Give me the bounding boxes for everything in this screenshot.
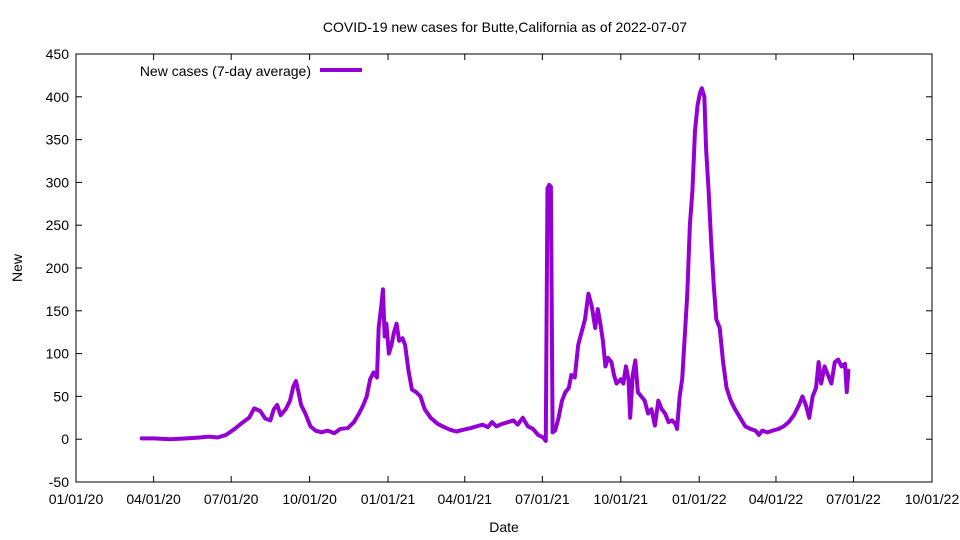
y-axis-title: New [9,253,25,282]
x-tick-label: 01/01/22 [672,491,727,507]
x-tick-label: 10/01/20 [282,491,337,507]
x-tick-label: 07/01/22 [826,491,881,507]
x-tick-label: 01/01/21 [361,491,416,507]
y-tick-label: 400 [46,89,70,105]
series-line [139,86,851,443]
x-tick-label: 10/01/21 [594,491,649,507]
y-tick-label: 0 [61,431,69,447]
y-tick-label: 250 [46,217,70,233]
legend: New cases (7-day average) [140,63,362,79]
x-tick-label: 01/01/20 [49,491,104,507]
y-tick-label: -50 [49,474,69,490]
y-tick-label: 300 [46,174,70,190]
x-tick-label: 04/01/20 [126,491,181,507]
x-axis-title: Date [489,519,519,535]
y-tick-label: 350 [46,132,70,148]
y-axis: -50 0 50 100 150 200 250 300 350 400 450 [46,46,932,490]
x-tick-label: 10/01/22 [905,491,960,507]
chart-title: COVID-19 new cases for Butte,California … [323,19,687,35]
y-tick-label: 150 [46,303,70,319]
plot-frame [75,53,933,483]
x-tick-label: 04/01/22 [749,491,804,507]
y-tick-label: 100 [46,346,70,362]
x-tick-label: 07/01/20 [204,491,259,507]
x-axis: 01/01/20 04/01/20 07/01/20 10/01/20 01/01/21… [49,54,960,507]
x-tick-label: 07/01/21 [515,491,570,507]
y-tick-label: 50 [53,388,69,404]
x-tick-label: 04/01/21 [438,491,493,507]
series-layer [139,86,851,443]
y-tick-label: 450 [46,46,70,62]
y-tick-label: 200 [46,260,70,276]
legend-label: New cases (7-day average) [140,63,311,79]
